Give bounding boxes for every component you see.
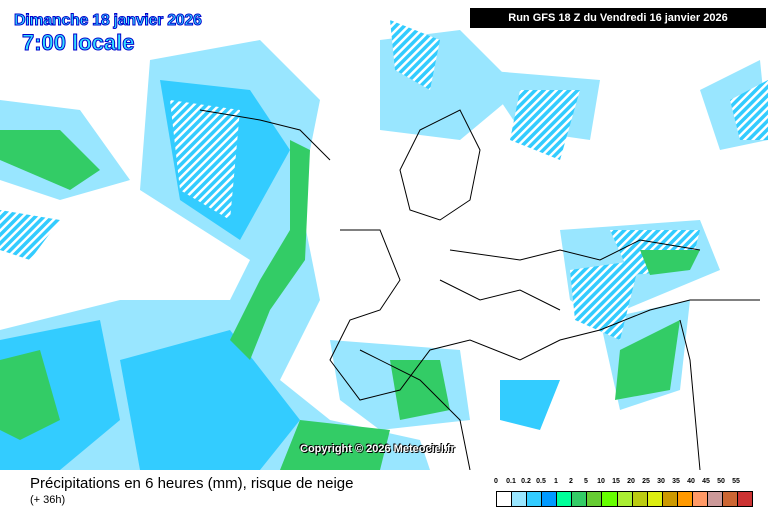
- precip-heavy: [0, 130, 700, 470]
- legend-swatch: [512, 492, 528, 506]
- legend-swatch: [647, 492, 663, 506]
- legend-swatch: [527, 492, 543, 506]
- legend-swatch: [632, 492, 648, 506]
- legend-swatch: [497, 492, 513, 506]
- legend-label: 0.5: [536, 478, 546, 485]
- map-title: Précipitations en 6 heures (mm), risque …: [30, 475, 354, 492]
- legend-label: 40: [687, 478, 695, 485]
- legend-label: 30: [657, 478, 665, 485]
- legend-swatch: [707, 492, 723, 506]
- legend-swatch: [572, 492, 588, 506]
- legend-label: 35: [672, 478, 680, 485]
- legend-label: 50: [717, 478, 725, 485]
- legend-swatch: [587, 492, 603, 506]
- legend-label: 1: [554, 478, 558, 485]
- legend-swatch: [692, 492, 708, 506]
- legend-labels: 0 0.1 0.2 0.5 1 2 5 10 15 20 25 30 35 40 45 50 55: [494, 478, 766, 489]
- precipitation-map: [0, 20, 768, 470]
- legend-swatch: [542, 492, 558, 506]
- legend-bar: [496, 491, 753, 507]
- forecast-date: Dimanche 18 janvier 2026: [14, 12, 203, 30]
- run-info: Run GFS 18 Z du Vendredi 16 janvier 2026: [470, 8, 766, 28]
- legend-label: 0: [494, 478, 498, 485]
- legend-label: 25: [642, 478, 650, 485]
- legend-swatch: [602, 492, 618, 506]
- legend-swatch: [617, 492, 633, 506]
- legend-swatch: [662, 492, 678, 506]
- legend-label: 55: [732, 478, 740, 485]
- legend-label: 15: [612, 478, 620, 485]
- legend-label: 0.1: [506, 478, 516, 485]
- forecast-time: 7:00 locale: [22, 30, 136, 56]
- color-legend: 0 0.1 0.2 0.5 1 2 5 10 15 20 25 30 35 40 45 50 55: [494, 478, 766, 507]
- legend-label: 0.2: [521, 478, 531, 485]
- legend-label: 5: [584, 478, 588, 485]
- legend-label: 10: [597, 478, 605, 485]
- forecast-range: (+ 36h): [30, 494, 66, 506]
- coastlines-borders: [199, 109, 760, 470]
- legend-label: 45: [702, 478, 710, 485]
- legend-swatch: [722, 492, 738, 506]
- legend-swatch: [677, 492, 693, 506]
- copyright: Copyright © 2026 Meteociel.fr: [300, 443, 455, 455]
- legend-swatch: [738, 492, 753, 506]
- legend-label: 2: [569, 478, 573, 485]
- legend-swatch: [557, 492, 573, 506]
- legend-label: 20: [627, 478, 635, 485]
